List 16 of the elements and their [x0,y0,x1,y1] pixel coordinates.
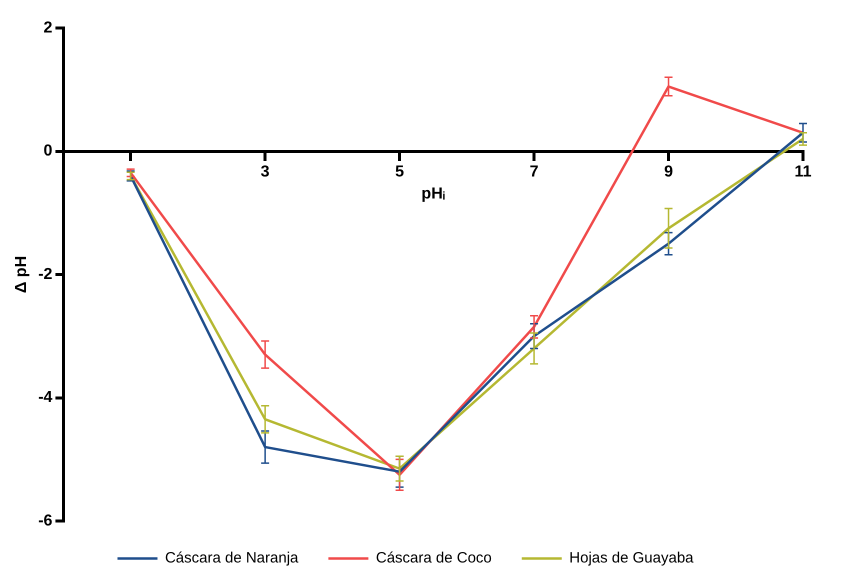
point [126,168,136,178]
y-tick-label: 2 [44,19,53,36]
x-tick-label: 7 [530,163,539,180]
x-axis-title: pHᵢ [421,185,446,202]
y-tick-label: -2 [38,266,53,283]
y-tick-label: -6 [38,512,53,530]
x-tick-label: 9 [664,163,674,180]
legend-label: Cáscara de Coco [376,550,492,567]
legend-label: Cáscara de Naranja [164,550,300,567]
x-tick-label: 11 [794,163,812,180]
x-tick-label: 5 [395,163,404,180]
legend-label: Hojas de Guayaba [569,550,694,567]
x-tick-label: 3 [260,163,270,180]
y-tick-label: 0 [44,142,53,160]
y-tick-label: -4 [38,389,53,406]
y-axis-title: Δ pH [13,256,30,294]
